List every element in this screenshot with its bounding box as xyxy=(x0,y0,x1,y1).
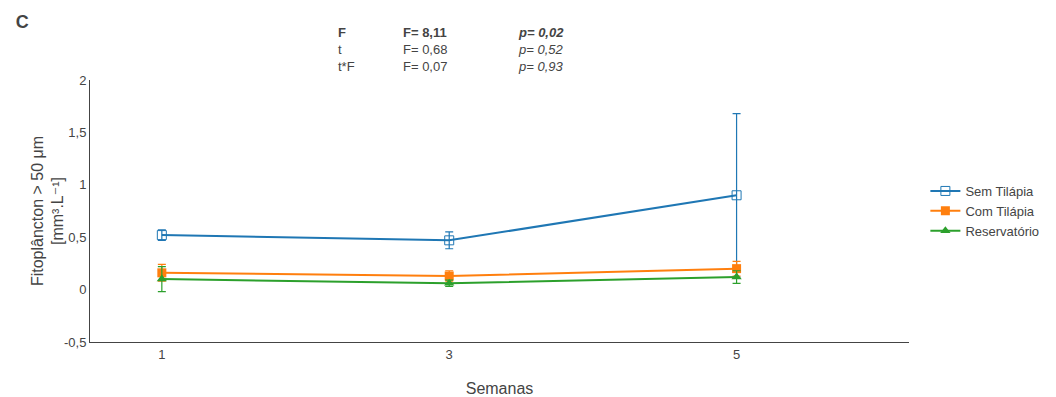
svg-text:0: 0 xyxy=(79,282,86,297)
svg-text:F: F xyxy=(338,25,346,40)
svg-text:F= 0,07: F= 0,07 xyxy=(403,59,447,74)
svg-text:1: 1 xyxy=(79,177,86,192)
svg-text:p= 0,52: p= 0,52 xyxy=(518,42,564,57)
svg-text:-0,5: -0,5 xyxy=(64,335,86,350)
svg-text:1: 1 xyxy=(158,347,165,362)
svg-text:Sem Tilápia: Sem Tilápia xyxy=(965,184,1034,199)
svg-text:F= 0,68: F= 0,68 xyxy=(403,42,447,57)
svg-text:p= 0,93: p= 0,93 xyxy=(518,59,564,74)
svg-text:F= 8,11: F= 8,11 xyxy=(403,25,447,40)
svg-text:C: C xyxy=(16,12,29,32)
svg-text:t: t xyxy=(338,42,342,57)
svg-text:Fitoplâncton > 50 μm[mm³.L⁻¹]: Fitoplâncton > 50 μm[mm³.L⁻¹] xyxy=(29,136,67,286)
svg-text:t*F: t*F xyxy=(338,59,355,74)
svg-text:Com Tilápia: Com Tilápia xyxy=(965,204,1034,219)
svg-text:0,5: 0,5 xyxy=(68,230,86,245)
svg-text:Reservatório: Reservatório xyxy=(965,224,1039,239)
svg-text:5: 5 xyxy=(733,347,740,362)
svg-text:p= 0,02: p= 0,02 xyxy=(518,25,564,40)
svg-text:3: 3 xyxy=(446,347,453,362)
svg-text:Semanas: Semanas xyxy=(466,380,534,397)
svg-text:1,5: 1,5 xyxy=(68,125,86,140)
svg-text:2: 2 xyxy=(79,73,86,88)
